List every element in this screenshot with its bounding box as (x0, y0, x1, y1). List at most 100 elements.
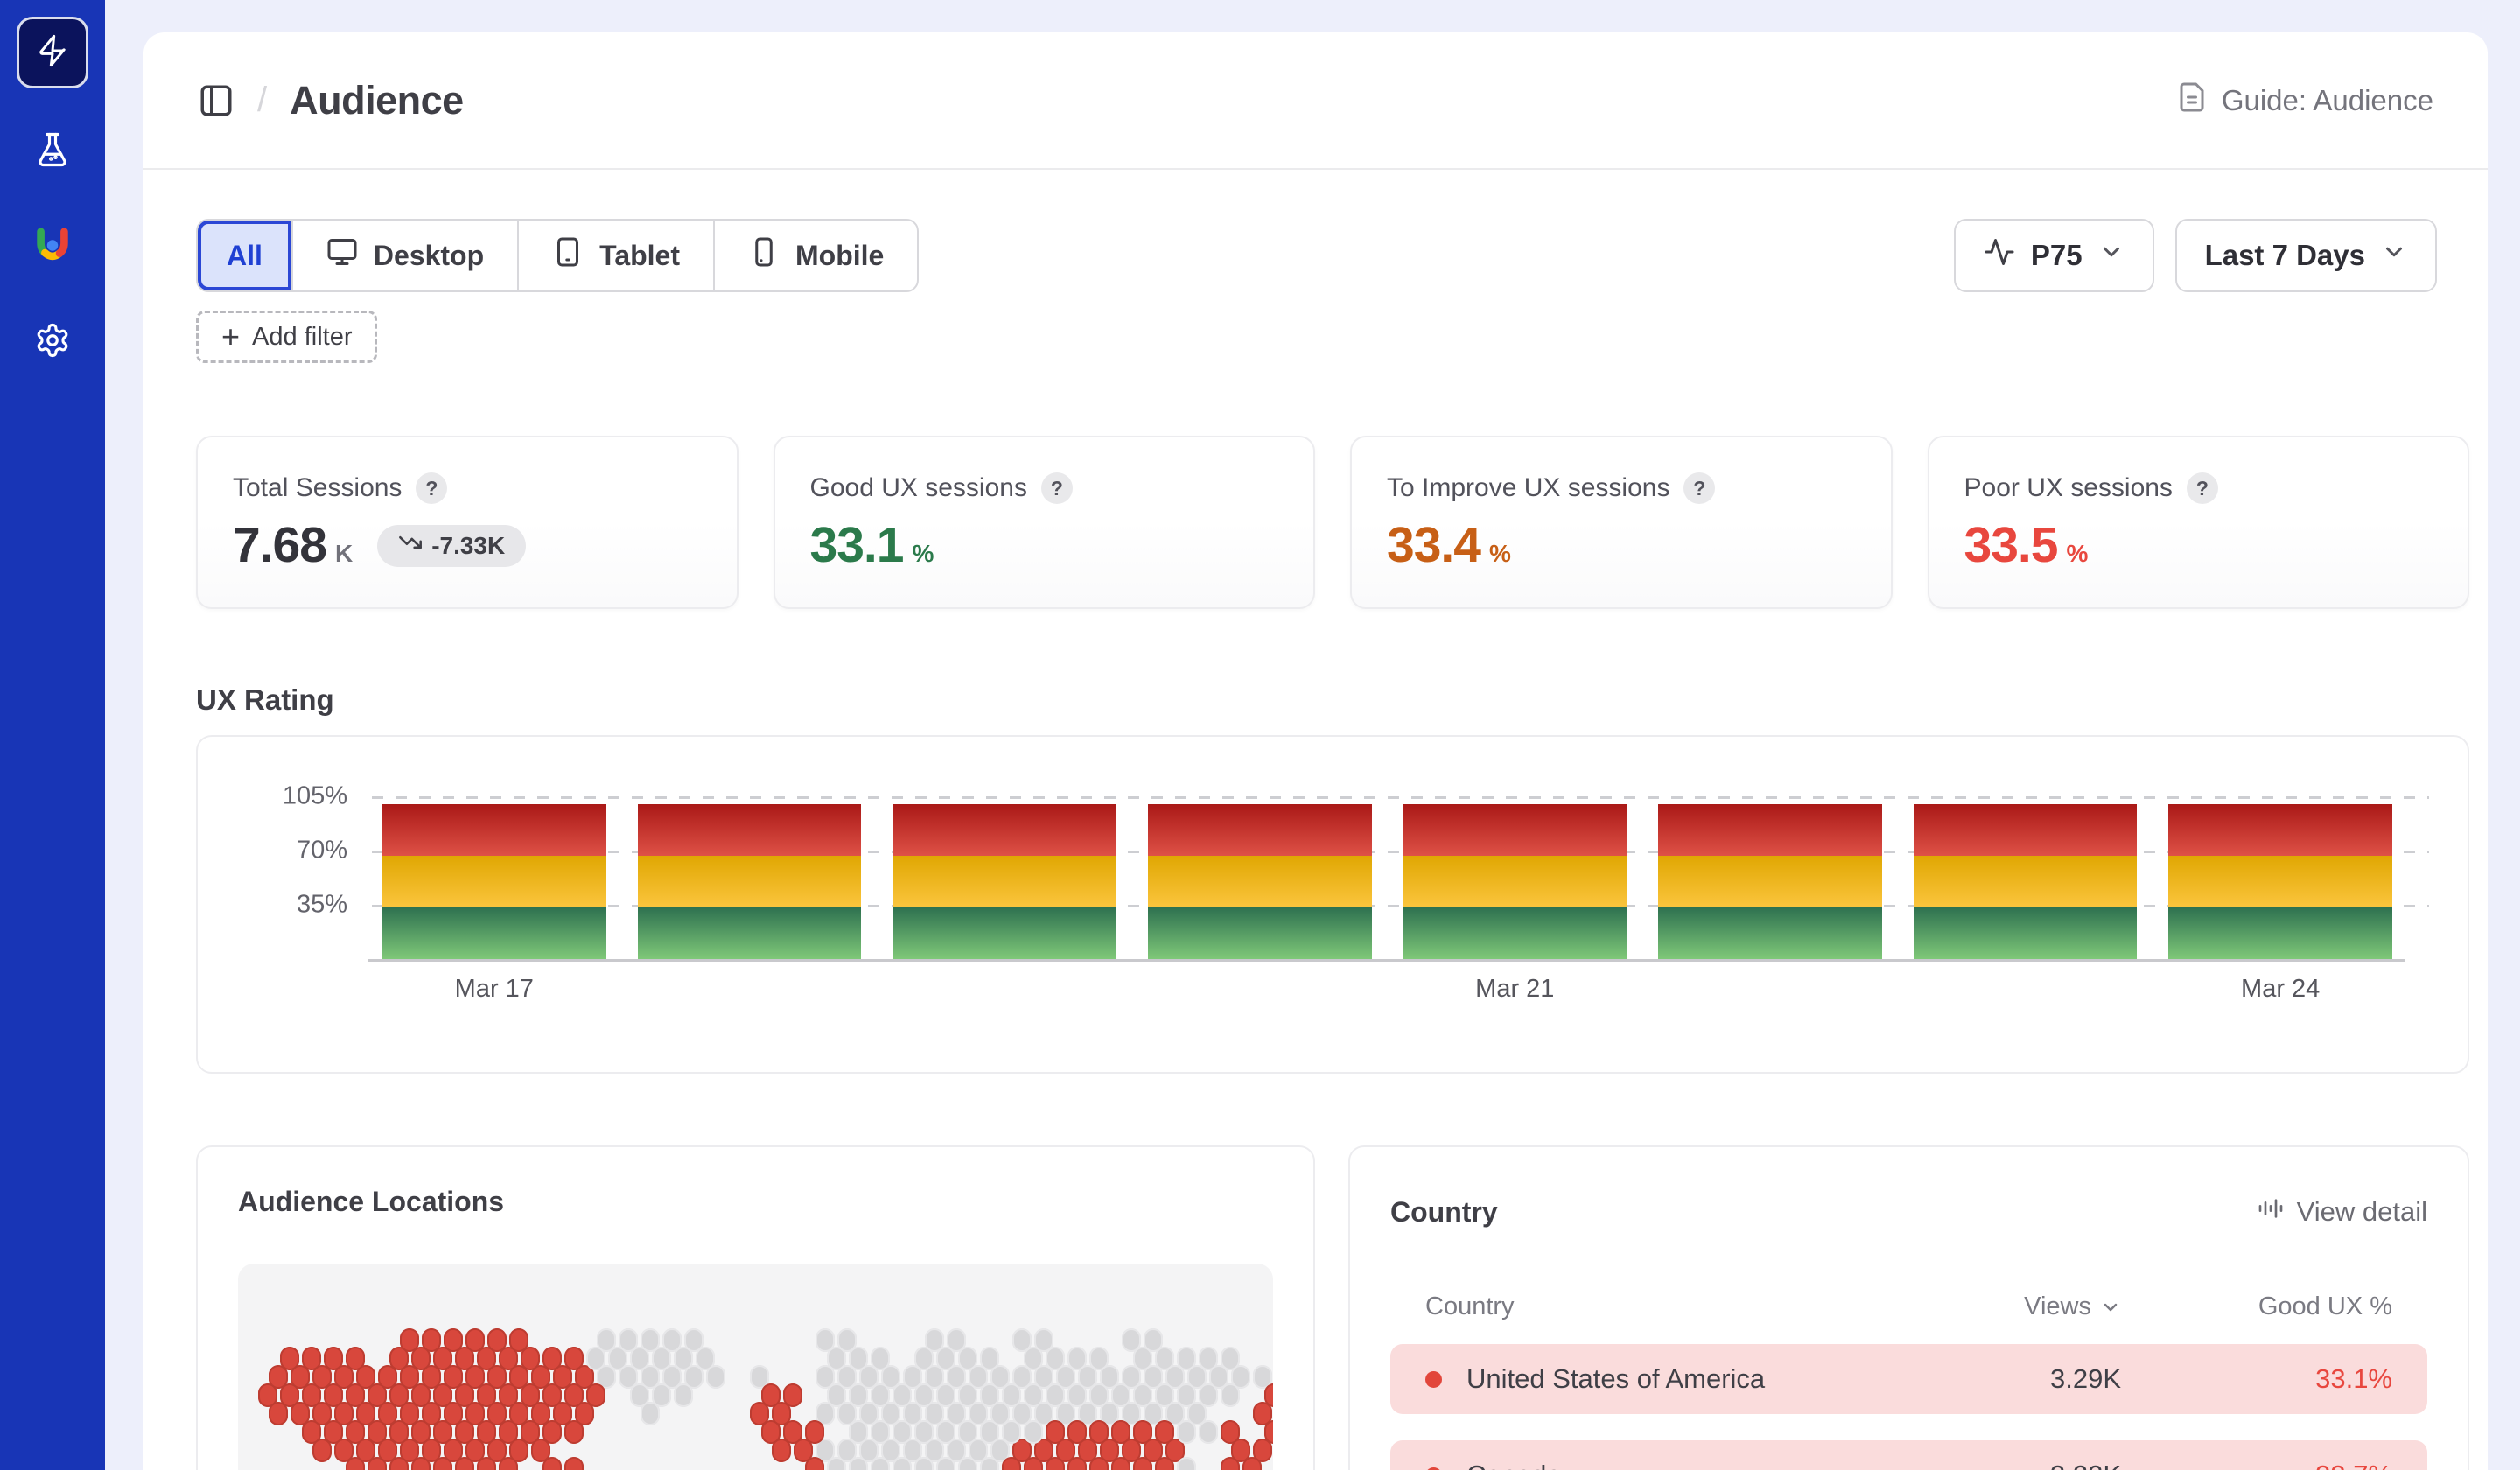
bar-segment-good (1658, 907, 1882, 959)
tab-tablet[interactable]: Tablet (517, 220, 713, 290)
tab-all-devices[interactable]: All (198, 220, 291, 290)
help-icon[interactable]: ? (416, 472, 448, 504)
map-dot-highlight (368, 1383, 387, 1407)
map-dot (1122, 1365, 1141, 1389)
map-dot (837, 1402, 857, 1425)
help-icon[interactable]: ? (1684, 472, 1716, 504)
map-dot-highlight (1111, 1420, 1130, 1444)
map-dot (1253, 1365, 1272, 1389)
map-dot (1177, 1383, 1196, 1407)
stat-title: To Improve UX sessions (1387, 473, 1670, 502)
stacked-bar[interactable] (892, 803, 1116, 959)
help-icon[interactable]: ? (2186, 472, 2218, 504)
map-dot-highlight (1133, 1420, 1152, 1444)
map-dot-highlight (783, 1383, 802, 1407)
map-dot-highlight (368, 1420, 387, 1444)
ux-rating-plot: 35% 70% 105% Mar 17 Mar 21 Mar 24 (283, 737, 2429, 1075)
country-card: Country View detail Country Views Good U (1348, 1145, 2469, 1470)
tab-label: Tablet (599, 239, 680, 271)
map-dot (586, 1347, 606, 1370)
stacked-bar[interactable] (382, 803, 606, 959)
map-dot (980, 1457, 999, 1470)
map-dot-highlight (586, 1383, 606, 1407)
stacked-bar[interactable] (1147, 803, 1372, 959)
map-dot-highlight (356, 1365, 375, 1389)
view-detail-link[interactable]: View detail (2257, 1194, 2427, 1229)
map-dot (816, 1402, 835, 1425)
country-row-canada[interactable]: Canada 3.22K 33.7% (1390, 1440, 2427, 1470)
map-row (247, 1402, 1273, 1425)
map-dot (1056, 1402, 1075, 1425)
stacked-bar[interactable] (1403, 803, 1628, 959)
map-dot-highlight (466, 1402, 485, 1425)
map-dot (859, 1365, 878, 1389)
map-dot-highlight (783, 1420, 802, 1444)
date-range-dropdown[interactable]: Last 7 Days (2174, 219, 2437, 292)
map-dot-highlight (356, 1438, 375, 1462)
bar-segment-to-improve (2168, 856, 2392, 908)
settings-icon (34, 322, 71, 363)
map-dot-highlight (455, 1457, 474, 1470)
map-dot-highlight (553, 1365, 572, 1389)
map-dot (1056, 1365, 1075, 1389)
map-dot (871, 1420, 890, 1444)
map-dot-highlight (1155, 1457, 1174, 1470)
map-dot (597, 1328, 616, 1352)
map-dot (969, 1438, 988, 1462)
stacked-bar[interactable] (1913, 803, 2138, 959)
view-detail-label: View detail (2296, 1196, 2427, 1227)
map-dot-highlight (1056, 1438, 1075, 1462)
tab-mobile[interactable]: Mobile (713, 220, 917, 290)
map-dot (871, 1383, 890, 1407)
y-axis-tick: 70% (296, 836, 347, 864)
page-header: / Audience Guide: Audience (144, 32, 2488, 170)
map-dot (696, 1347, 715, 1370)
map-dot (947, 1328, 966, 1352)
stacked-bar[interactable] (637, 803, 862, 959)
map-dot-highlight (444, 1402, 463, 1425)
sidebar-item-brand[interactable] (0, 226, 105, 270)
map-dot-highlight (302, 1347, 321, 1370)
map-dot-highlight (772, 1402, 791, 1425)
map-dot (936, 1420, 956, 1444)
stacked-bar[interactable] (2168, 803, 2392, 959)
percentile-dropdown[interactable]: P75 (1953, 219, 2154, 292)
map-dot (980, 1347, 999, 1370)
panel-toggle-icon[interactable] (198, 82, 234, 119)
guide-link[interactable]: Guide: Audience (2176, 81, 2433, 120)
country-views: 3.29K (2049, 1363, 2121, 1394)
map-dot-highlight (794, 1438, 813, 1462)
map-dot-highlight (477, 1457, 496, 1470)
map-dot (947, 1402, 966, 1425)
map-dot (640, 1328, 660, 1352)
map-dot-highlight (422, 1365, 441, 1389)
column-views-sort[interactable]: Views (1876, 1292, 2121, 1321)
bar-segment-to-improve (1403, 856, 1628, 908)
map-dot (1177, 1347, 1196, 1370)
map-dot-highlight (1002, 1457, 1021, 1470)
map-dot-highlight (1144, 1438, 1163, 1462)
activity-icon (1984, 236, 2015, 275)
add-filter-button[interactable]: + Add filter (196, 311, 378, 363)
stacked-bar[interactable] (1658, 803, 1882, 959)
sidebar-item-experiments[interactable] (0, 131, 105, 172)
country-row-usa[interactable]: United States of America 3.29K 33.1% (1390, 1344, 2427, 1414)
country-dot-icon (1425, 1370, 1442, 1388)
help-icon[interactable]: ? (1040, 472, 1073, 504)
sidebar-item-settings[interactable] (0, 322, 105, 363)
tab-desktop[interactable]: Desktop (290, 220, 517, 290)
map-dot-highlight (477, 1383, 496, 1407)
map-dot (925, 1365, 944, 1389)
map-dot (1187, 1365, 1207, 1389)
sidebar-item-dashboard[interactable] (17, 17, 88, 88)
stat-card-total-sessions: Total Sessions ? 7.68 K -7.33K (196, 436, 738, 609)
country-title: Country (1390, 1195, 1498, 1228)
map-dot-highlight (477, 1420, 496, 1444)
map-dot (816, 1438, 835, 1462)
map-dot (958, 1347, 977, 1370)
map-dot-highlight (542, 1347, 562, 1370)
world-dot-map (238, 1264, 1273, 1470)
map-dot-highlight (1155, 1420, 1174, 1444)
map-dot-highlight (269, 1365, 288, 1389)
map-dot (662, 1328, 682, 1352)
